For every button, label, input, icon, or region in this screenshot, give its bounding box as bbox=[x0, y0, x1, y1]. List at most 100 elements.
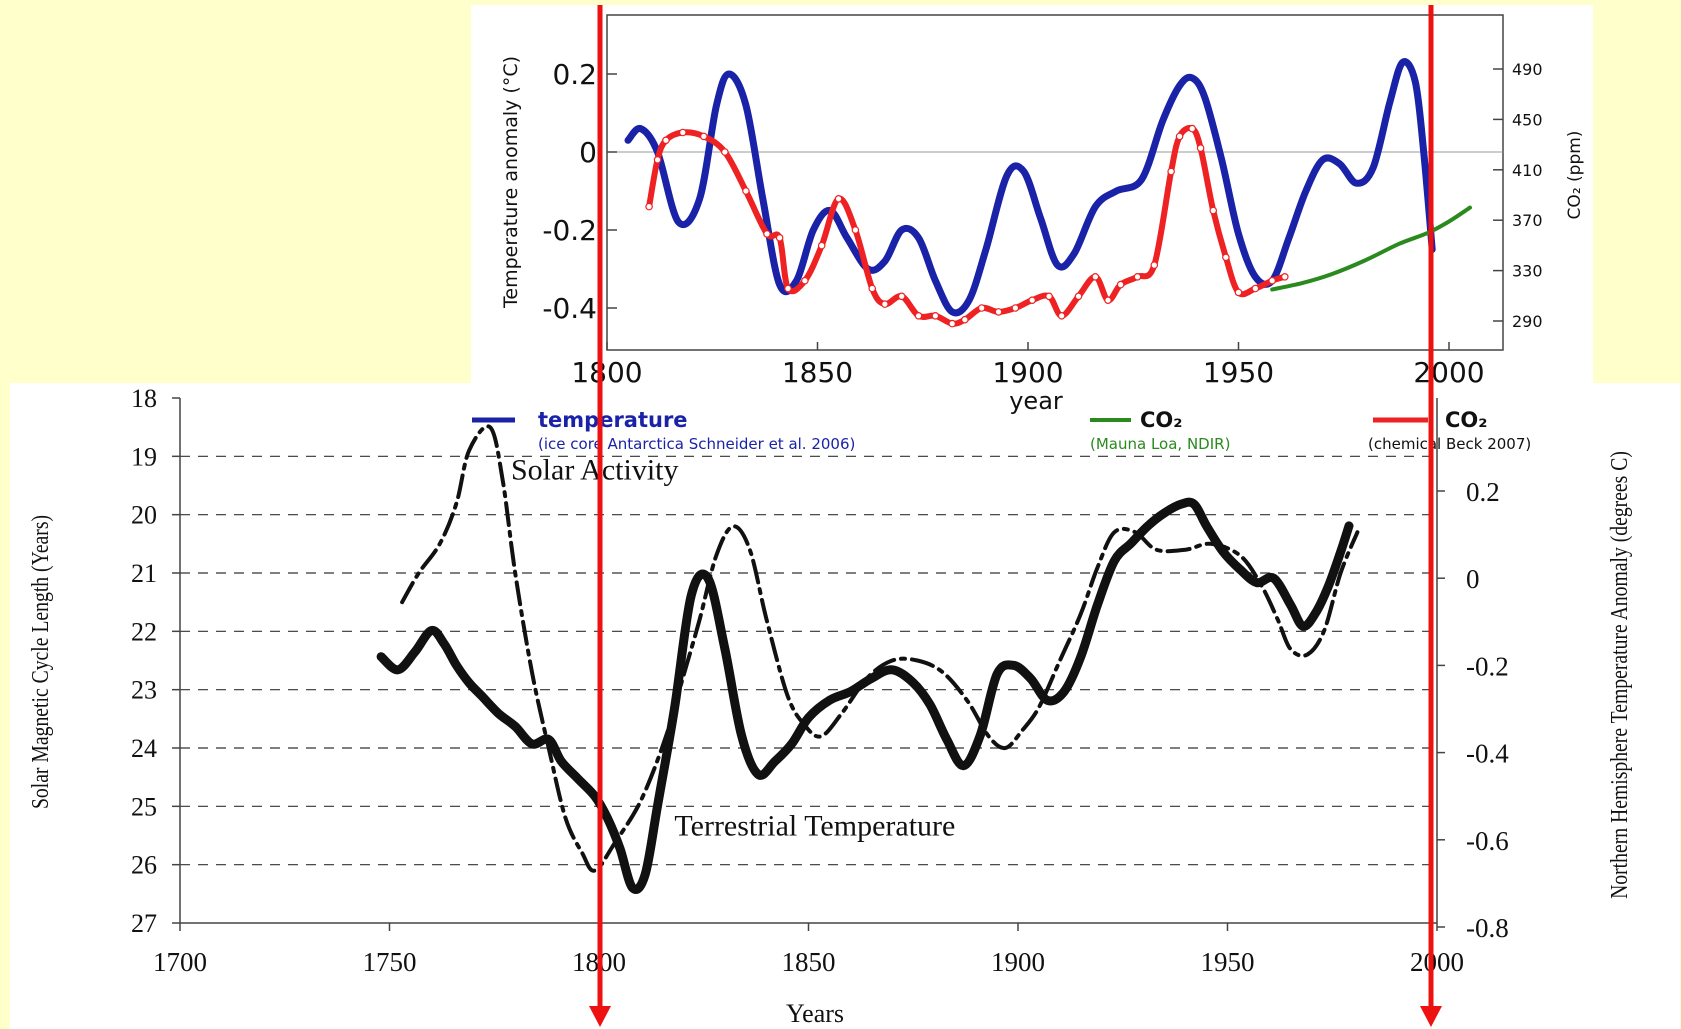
top-x-tick-label-2000: 2000 bbox=[1413, 356, 1484, 389]
top-series-beck-point-36 bbox=[1196, 144, 1205, 152]
bottom-y2-tick-label-0-6: -0.6 bbox=[1466, 826, 1509, 856]
top-y-tick-label-0-2: -0.2 bbox=[542, 214, 597, 247]
bottom-y2-tick-label-0-2: -0.2 bbox=[1466, 651, 1509, 681]
top-left-axis-label: Temperature anomaly (°C) bbox=[500, 56, 522, 309]
bottom-x-tick-label-2000: 2000 bbox=[1410, 947, 1464, 977]
legend-sub-co2-beck: (chemical Beck 2007) bbox=[1368, 435, 1531, 453]
legend-item-co2-beck: CO₂ (chemical Beck 2007) bbox=[1368, 408, 1531, 453]
bottom-y-tick-label-25: 25 bbox=[131, 792, 157, 821]
top-series-co-mauna-loa-ndir-line bbox=[1270, 205, 1472, 292]
top-right-axis-label: CO₂ (ppm) bbox=[1565, 131, 1585, 220]
bottom-right-ticks: 0.2 0 -0.2 -0.4 -0.6 -0.8 bbox=[1437, 477, 1509, 943]
top-series-beck-point-22 bbox=[994, 308, 1003, 316]
top-series-beck-point-32 bbox=[1150, 261, 1159, 269]
legend-sub-co2-mauna-loa: (Mauna Loa, NDIR) bbox=[1090, 435, 1230, 453]
top-series-beck-point-3 bbox=[678, 128, 687, 137]
top-series-beck-point-25 bbox=[1045, 292, 1053, 301]
top-series-beck-point-4 bbox=[700, 132, 708, 141]
top-series-beck-point-19 bbox=[948, 319, 957, 328]
marker-2000-arrowhead bbox=[1420, 1006, 1442, 1027]
top-series-beck-point-38 bbox=[1222, 253, 1230, 262]
legend-item-temperature: temperature (ice core Antarctica Schneid… bbox=[472, 408, 855, 453]
top-chart-legend: temperature (ice core Antarctica Schneid… bbox=[472, 408, 1531, 453]
top-series bbox=[624, 58, 1472, 328]
bottom-y2-tick-label-0: 0 bbox=[1466, 564, 1480, 594]
bottom-series-terrestrial-temperature-line bbox=[376, 497, 1354, 894]
top-y2-tick-label-450: 450 bbox=[1512, 110, 1543, 129]
bottom-y2-tick-label-0-2: 0.2 bbox=[1466, 477, 1500, 507]
top-series-beck-point-6 bbox=[742, 187, 750, 195]
legend-sub-temperature: (ice core Antarctica Schneider et al. 20… bbox=[538, 435, 855, 453]
top-series-beck-point-12 bbox=[834, 195, 843, 203]
top-series-beck-point-20 bbox=[961, 315, 969, 324]
bottom-gridlines bbox=[180, 455, 1437, 866]
top-x-axis-label: year bbox=[1009, 387, 1063, 415]
top-y2-tick-label-410: 410 bbox=[1512, 161, 1543, 180]
top-series-beck-point-13 bbox=[851, 226, 860, 234]
legend-label-co2-beck: CO₂ bbox=[1445, 408, 1487, 432]
top-series-beck-point-16 bbox=[897, 292, 906, 301]
bottom-y-tick-label-18: 18 bbox=[131, 384, 157, 413]
top-series-beck-point-34 bbox=[1175, 132, 1184, 141]
top-series-beck-point-27 bbox=[1074, 292, 1083, 301]
marker-1800 bbox=[589, 5, 611, 1027]
bottom-y-tick-label-23: 23 bbox=[131, 676, 157, 705]
top-series-beck-point-17 bbox=[914, 311, 923, 320]
top-series-beck-point-23 bbox=[1011, 304, 1020, 312]
legend-item-co2-mauna-loa: CO₂ (Mauna Loa, NDIR) bbox=[1090, 408, 1230, 453]
marker-1800-arrowhead bbox=[589, 1006, 611, 1027]
top-series-beck-point-42 bbox=[1281, 272, 1289, 281]
top-y2-tick-label-370: 370 bbox=[1512, 211, 1543, 230]
top-series-beck-point-7 bbox=[763, 230, 771, 238]
bottom-right-axis-label: Northern Hemisphere Temperature Anomaly … bbox=[1605, 451, 1632, 899]
top-series-beck-point-1 bbox=[653, 156, 662, 164]
top-y2-tick-label-330: 330 bbox=[1512, 262, 1543, 281]
top-plot-frame bbox=[606, 14, 1504, 351]
top-y2-tick-label-490: 490 bbox=[1512, 60, 1543, 79]
bottom-y-tick-label-24: 24 bbox=[131, 734, 157, 763]
temperature-co2-chart: 1800 1850 1900 1950 2000 0.2 0 -0.2 -0.4 490 450… bbox=[471, 5, 1593, 415]
bottom-series-solar-activity-line bbox=[400, 424, 1360, 873]
top-series-beck-point-9 bbox=[784, 284, 792, 293]
top-right-ticks: 490 450 410 370 330 290 bbox=[1493, 60, 1543, 331]
top-series-beck-point-30 bbox=[1116, 280, 1125, 289]
bottom-x-tick-label-1900: 1900 bbox=[991, 947, 1045, 977]
bottom-left-ticks: 18 19 20 21 22 23 24 25 26 27 bbox=[131, 384, 180, 938]
legend-label-co2-mauna-loa: CO₂ bbox=[1140, 408, 1182, 432]
top-series-beck-point-37 bbox=[1209, 206, 1218, 215]
top-series-beck-point-18 bbox=[931, 311, 940, 320]
top-y-tick-label-0-2: 0.2 bbox=[552, 58, 597, 91]
top-series-beck-point-35 bbox=[1188, 124, 1196, 133]
top-x-tick-label-1800: 1800 bbox=[571, 356, 642, 389]
top-series-temperature-line bbox=[624, 58, 1436, 317]
bottom-y-tick-label-21: 21 bbox=[131, 559, 157, 588]
bottom-x-tick-label-1700: 1700 bbox=[153, 947, 207, 977]
top-series-beck-point-40 bbox=[1251, 284, 1260, 293]
top-series-beck-point-0 bbox=[645, 202, 653, 211]
solar-temperature-chart: 1700175018001850190019502000 18192021222… bbox=[10, 383, 1680, 1029]
marker-2000 bbox=[1420, 5, 1442, 1027]
bottom-y-tick-label-20: 20 bbox=[131, 501, 157, 530]
bottom-x-tick-label-1950: 1950 bbox=[1201, 947, 1255, 977]
top-series-beck-point-5 bbox=[721, 148, 729, 156]
bottom-x-axis-label: Years bbox=[786, 999, 844, 1028]
bottom-annotation-terrestrial-temperature: Terrestrial Temperature bbox=[674, 810, 955, 843]
top-series-beck-point-26 bbox=[1057, 311, 1066, 320]
top-series-beck-point-31 bbox=[1133, 272, 1142, 281]
top-series-beck-point-39 bbox=[1234, 288, 1243, 297]
legend-label-temperature: temperature bbox=[538, 408, 688, 432]
top-x-tick-label-1900: 1900 bbox=[992, 356, 1063, 389]
bottom-y-tick-label-22: 22 bbox=[131, 617, 157, 646]
top-series-beck-point-2 bbox=[662, 136, 670, 145]
bottom-x-ticks: 1700175018001850190019502000 bbox=[153, 923, 1464, 977]
top-series-beck-point-11 bbox=[817, 241, 826, 250]
top-series-beck-point-28 bbox=[1091, 272, 1100, 281]
top-x-tick-label-1950: 1950 bbox=[1203, 356, 1274, 389]
top-series-beck-point-15 bbox=[881, 300, 889, 308]
top-series-beck-point-29 bbox=[1104, 296, 1112, 305]
top-series-beck-point-14 bbox=[868, 284, 877, 293]
top-y-tick-label-0-4: -0.4 bbox=[542, 292, 597, 325]
top-y-tick-label-0: 0 bbox=[579, 136, 597, 169]
top-x-tick-label-1850: 1850 bbox=[782, 356, 853, 389]
bottom-x-tick-label-1750: 1750 bbox=[363, 947, 417, 977]
